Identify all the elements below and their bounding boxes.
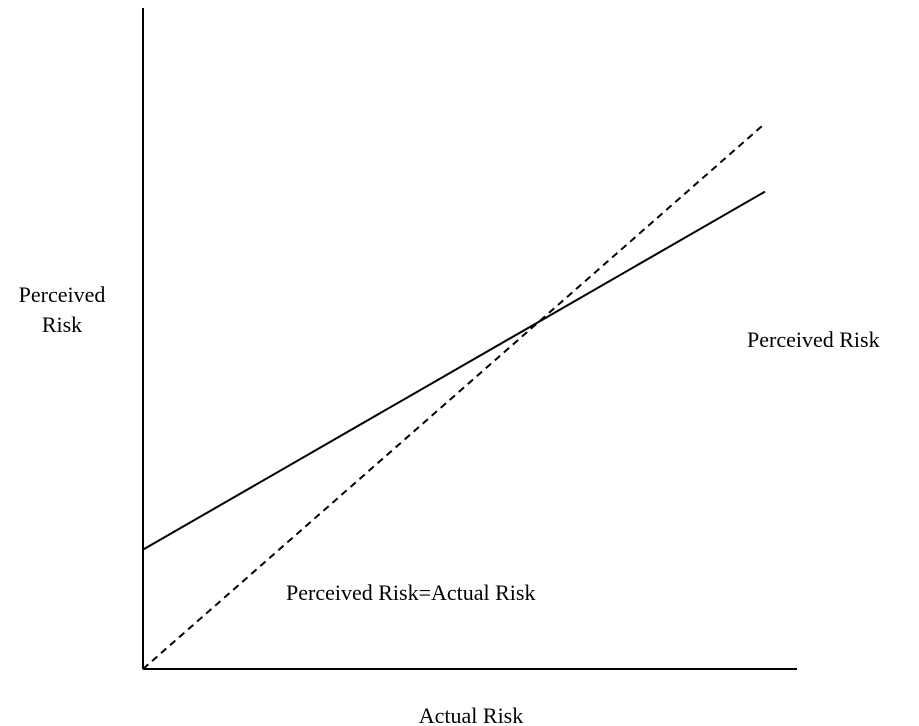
x-axis-label: Actual Risk <box>419 703 524 726</box>
series-label-equality: Perceived Risk=Actual Risk <box>286 580 535 605</box>
perceived-risk-line <box>142 190 766 551</box>
y-axis-label-line-1: Perceived <box>19 282 106 307</box>
series-label-perceived-risk: Perceived Risk <box>747 327 880 352</box>
y-axis-label-line-2: Risk <box>42 312 82 337</box>
equality-dashed-line <box>142 122 766 670</box>
